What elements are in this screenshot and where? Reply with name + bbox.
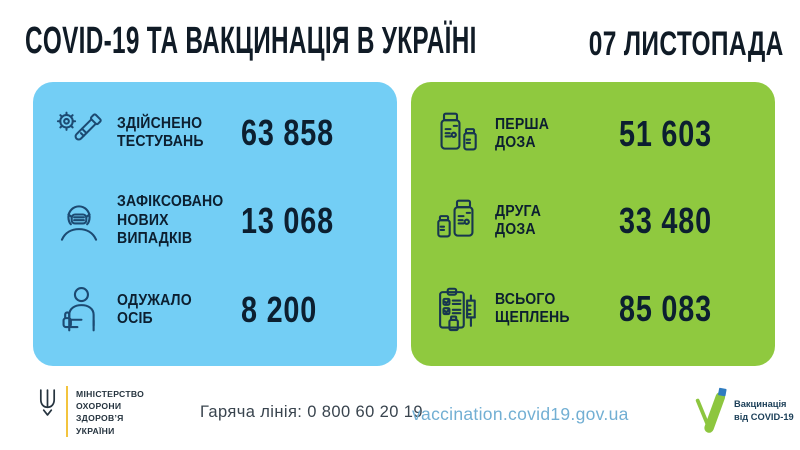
stat-value: 63 858 — [241, 112, 334, 153]
page-title: COVID-19 ТА ВАКЦИНАЦІЯ В УКРАЇНІ — [25, 20, 477, 62]
stat-value: 33 480 — [619, 200, 712, 241]
stat-row-tests: ЗДІЙСНЕНО ТЕСТУВАНЬ 63 858 — [47, 108, 383, 158]
vaccination-report-icon — [425, 282, 489, 336]
ministry-name: МІНІСТЕРСТВО ОХОРОНИ ЗДОРОВ’Я УКРАЇНИ — [76, 389, 145, 436]
stat-value: 51 603 — [619, 113, 712, 154]
vaccination-website-link[interactable]: vaccination.covid19.gov.ua — [412, 404, 629, 424]
stat-label: ВСЬОГО ЩЕПЛЕНЬ — [495, 290, 570, 326]
trident-icon — [37, 386, 58, 422]
logo-divider — [66, 386, 68, 437]
stat-label: ЗАФІКСОВАНО НОВИХ ВИПАДКІВ — [117, 193, 224, 248]
stat-value: 13 068 — [241, 199, 334, 241]
covid-stats-panel: ЗДІЙСНЕНО ТЕСТУВАНЬ 63 858 ЗАФІКСОВАНО Н… — [33, 82, 397, 366]
v-check-icon — [695, 387, 727, 433]
first-dose-vials-icon — [425, 108, 489, 160]
stat-label: ОДУЖАЛО ОСІБ — [117, 291, 192, 327]
report-date: 07 ЛИСТОПАДА — [589, 25, 784, 63]
stat-row-second-dose: ДРУГА ДОЗА 33 480 — [425, 195, 761, 247]
ministry-of-health-logo: МІНІСТЕРСТВО ОХОРОНИ ЗДОРОВ’Я УКРАЇНИ — [37, 386, 144, 437]
second-dose-vials-icon — [425, 195, 489, 247]
vaccination-campaign-logo: Вакцинація від COVID-19 — [692, 386, 794, 436]
vaccination-stats-panel: ПЕРША ДОЗА 51 603 ДРУГА ДОЗА 33 480 — [411, 82, 775, 366]
stat-value: 8 200 — [241, 288, 318, 330]
stat-row-total-vaccinated: ВСЬОГО ЩЕПЛЕНЬ 85 083 — [425, 282, 761, 336]
hotline-text: Гаряча лінія: 0 800 60 20 19 — [200, 403, 423, 421]
vaccination-logo-text: Вакцинація від COVID-19 — [734, 399, 794, 422]
stat-row-first-dose: ПЕРША ДОЗА 51 603 — [425, 108, 761, 160]
stat-label: ПЕРША ДОЗА — [495, 115, 550, 151]
stat-row-new-cases: ЗАФІКСОВАНО НОВИХ ВИПАДКІВ 13 068 — [47, 193, 383, 248]
stat-label: ДРУГА ДОЗА — [495, 202, 542, 238]
recovered-person-icon — [47, 284, 111, 336]
stat-value: 85 083 — [619, 288, 712, 329]
stat-row-recovered: ОДУЖАЛО ОСІБ 8 200 — [47, 284, 383, 336]
masked-person-icon — [47, 195, 111, 247]
stat-label: ЗДІЙСНЕНО ТЕСТУВАНЬ — [117, 114, 204, 150]
test-tube-virus-icon — [47, 108, 111, 158]
